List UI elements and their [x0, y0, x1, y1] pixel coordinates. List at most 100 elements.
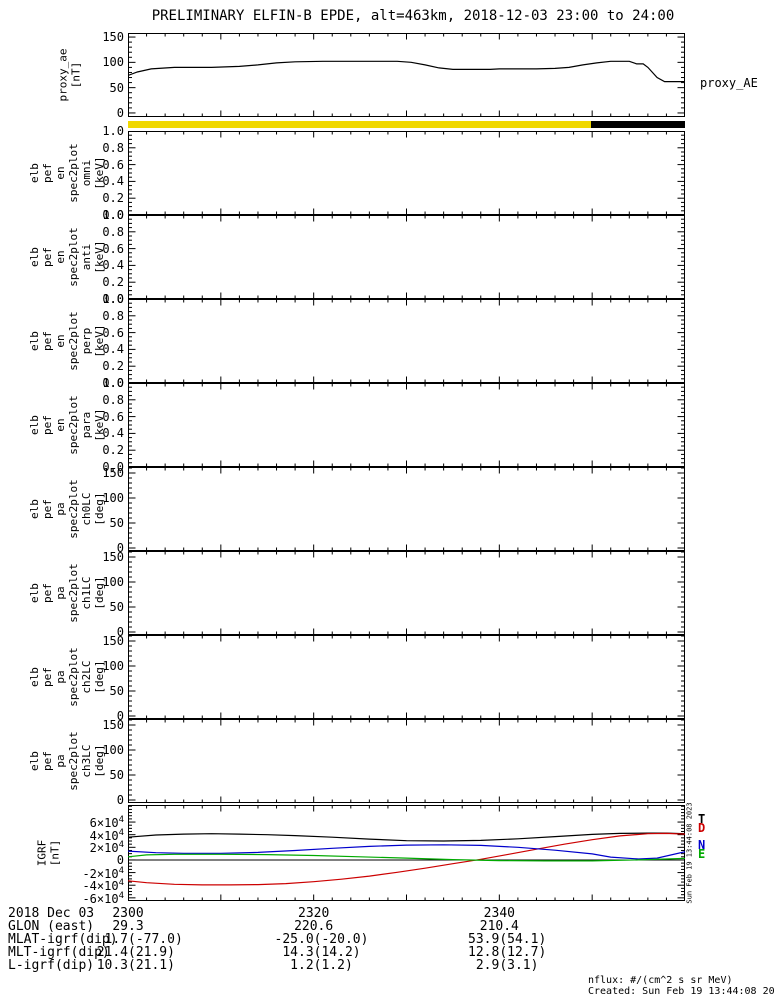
ytick-label-igrf: 0 — [116, 852, 124, 867]
ytick-label-pa_ch1LC: 100 — [102, 575, 124, 589]
ytick-label-pa_ch2LC: 0 — [116, 709, 124, 723]
series-D — [128, 832, 685, 886]
orbit-bar-segment-1 — [128, 121, 591, 128]
flux-units-note: nflux: #/(cm^2 s sr MeV) Created: Sun Fe… — [588, 975, 775, 997]
panel-plot-area-en_para — [128, 383, 685, 467]
ytick-label-proxy_ae: 150 — [102, 30, 124, 45]
series-T — [128, 832, 685, 842]
footer-row-label: 2018 Dec 03 — [8, 906, 95, 921]
panel-label-text-en_omni: elb pef en spec2plot omni [keV] — [27, 143, 106, 203]
ytick-label-en_anti: 0.8 — [102, 224, 124, 239]
panel-label-text-en_para: elb pef en spec2plot para [keV] — [27, 395, 106, 455]
ytick-label-en_anti: 0.0 — [102, 292, 124, 306]
side-timestamp-text: Sun Feb 19 13:44:08 2023 — [686, 802, 694, 904]
panel-label-en_omni: elb pef en spec2plot omni [keV] — [0, 131, 137, 215]
ytick-label-pa_ch2LC: 150 — [102, 634, 124, 648]
ytick-label-proxy_ae: 100 — [102, 55, 124, 70]
ytick-label-pa_ch0LC: 100 — [102, 491, 124, 505]
panel-label-pa_ch0LC: elb pef pa spec2plot ch0LC [deg] — [0, 467, 137, 551]
panel-en_para — [128, 383, 685, 467]
panel-igrf — [128, 805, 685, 901]
footer-value-main: 53.9 — [468, 932, 500, 947]
ytick-label-en_perp: 0.2 — [102, 359, 124, 374]
ytick-label-igrf: -2×104 — [82, 865, 124, 881]
ytick-label-pa_ch2LC: 100 — [102, 659, 124, 673]
ytick-label-pa_ch3LC: 100 — [102, 743, 124, 757]
plot-title: PRELIMINARY ELFIN-B EPDE, alt=463km, 201… — [151, 8, 675, 24]
series-N — [128, 844, 685, 860]
panel-plot-area-proxy_ae — [128, 33, 685, 117]
ytick-label-en_anti: 0.4 — [102, 258, 124, 273]
ytick-label-en_omni: 0.2 — [102, 191, 124, 206]
footer-value-main: 2.9 — [475, 958, 500, 973]
footer-value-paren: (14.2) — [313, 945, 361, 960]
panel-pa_ch3LC — [128, 719, 685, 803]
footer-value-main: 1.2 — [290, 958, 314, 973]
footer-value-paren: (12.7) — [499, 945, 547, 960]
ytick-label-en_para: 0.4 — [102, 426, 124, 441]
footer-value-main: 14.3 — [282, 945, 314, 960]
panel-plot-area-en_anti — [128, 215, 685, 299]
footer-value: 2300 — [112, 906, 144, 921]
panel-en_anti — [128, 215, 685, 299]
panel-en_perp — [128, 299, 685, 383]
footer-row-label: GLON (east) — [8, 919, 95, 934]
panel-label-text-pa_ch1LC: elb pef pa spec2plot ch1LC [deg] — [27, 563, 106, 623]
ytick-label-en_perp: 0.6 — [102, 325, 124, 340]
footer-value-main: 21.4 — [96, 945, 128, 960]
ytick-label-en_omni: 0.0 — [102, 208, 124, 222]
panel-label-proxy_ae: proxy_ae [nT] — [0, 33, 139, 117]
panel-plot-area-igrf — [128, 805, 685, 901]
panel-label-pa_ch2LC: elb pef pa spec2plot ch2LC [deg] — [0, 635, 137, 719]
panel-pa_ch1LC — [128, 551, 685, 635]
panel-plot-area-pa_ch1LC — [128, 551, 685, 635]
footer-value-main: 10.3 — [96, 958, 128, 973]
series-E — [128, 853, 685, 862]
footer-row-label: MLAT-igrf(dip) — [8, 932, 118, 947]
ytick-label-en_para: 1.0 — [102, 376, 124, 390]
footer-value-paren: (1.2) — [313, 958, 353, 973]
footer-value: 2320 — [298, 906, 330, 921]
ytick-label-en_anti: 1.0 — [102, 208, 124, 222]
igrf-legend-letter-E: E — [698, 847, 706, 861]
ytick-label-igrf: -4×104 — [82, 878, 124, 894]
panel-label-text-en_perp: elb pef en spec2plot perp [keV] — [27, 311, 106, 371]
ytick-label-pa_ch0LC: 150 — [102, 466, 124, 480]
footer-value-paren: (3.1) — [499, 958, 539, 973]
series-proxy_ae — [128, 60, 685, 83]
ytick-label-igrf: 2×104 — [89, 840, 124, 856]
panel-label-en_anti: elb pef en spec2plot anti [keV] — [0, 215, 137, 299]
ytick-label-pa_ch1LC: 0 — [116, 625, 124, 639]
ytick-label-en_perp: 1.0 — [102, 292, 124, 306]
ytick-label-proxy_ae: 0 — [116, 105, 124, 120]
igrf-legend-letter-T: T — [698, 812, 706, 826]
ytick-label-pa_ch3LC: 0 — [116, 793, 124, 807]
footer-value-paren: (21.9) — [128, 945, 175, 960]
orbit-bar — [128, 121, 685, 128]
ytick-label-en_omni: 0.6 — [102, 157, 124, 172]
panel-pa_ch2LC — [128, 635, 685, 719]
panel-label-text-igrf: IGRF [nT] — [35, 839, 61, 867]
panel-plot-area-pa_ch2LC — [128, 635, 685, 719]
orbit-bar-segment-2 — [590, 121, 685, 128]
panel-label-igrf: IGRF [nT] — [0, 805, 118, 901]
ytick-label-en_omni: 1.0 — [102, 124, 124, 138]
created-timestamp-text: Created: Sun Feb 19 13:44:08 2023 — [588, 986, 775, 997]
panel-pa_ch0LC — [128, 467, 685, 551]
footer-value-paren: (21.1) — [128, 958, 175, 973]
igrf-legend-letter-N: N — [698, 838, 706, 852]
ytick-label-igrf: 4×104 — [89, 827, 124, 843]
ytick-label-pa_ch0LC: 0 — [116, 541, 124, 555]
nflux-units-text: nflux: #/(cm^2 s sr MeV) — [588, 975, 733, 986]
ytick-label-igrf: -6×104 — [82, 890, 124, 906]
footer-row-label: MLT-igrf(dip) — [8, 945, 110, 960]
ytick-label-en_perp: 0.0 — [102, 376, 124, 390]
footer-value-paren: (54.1) — [499, 932, 547, 947]
panel-label-pa_ch1LC: elb pef pa spec2plot ch1LC [deg] — [0, 551, 137, 635]
panel-label-text-pa_ch3LC: elb pef pa spec2plot ch3LC [deg] — [27, 731, 106, 791]
ytick-label-pa_ch3LC: 50 — [109, 768, 124, 782]
ytick-label-proxy_ae: 50 — [109, 80, 124, 95]
ytick-label-en_para: 0.0 — [102, 460, 124, 474]
ytick-label-en_perp: 0.8 — [102, 308, 124, 323]
ytick-label-en_para: 0.2 — [102, 443, 124, 458]
